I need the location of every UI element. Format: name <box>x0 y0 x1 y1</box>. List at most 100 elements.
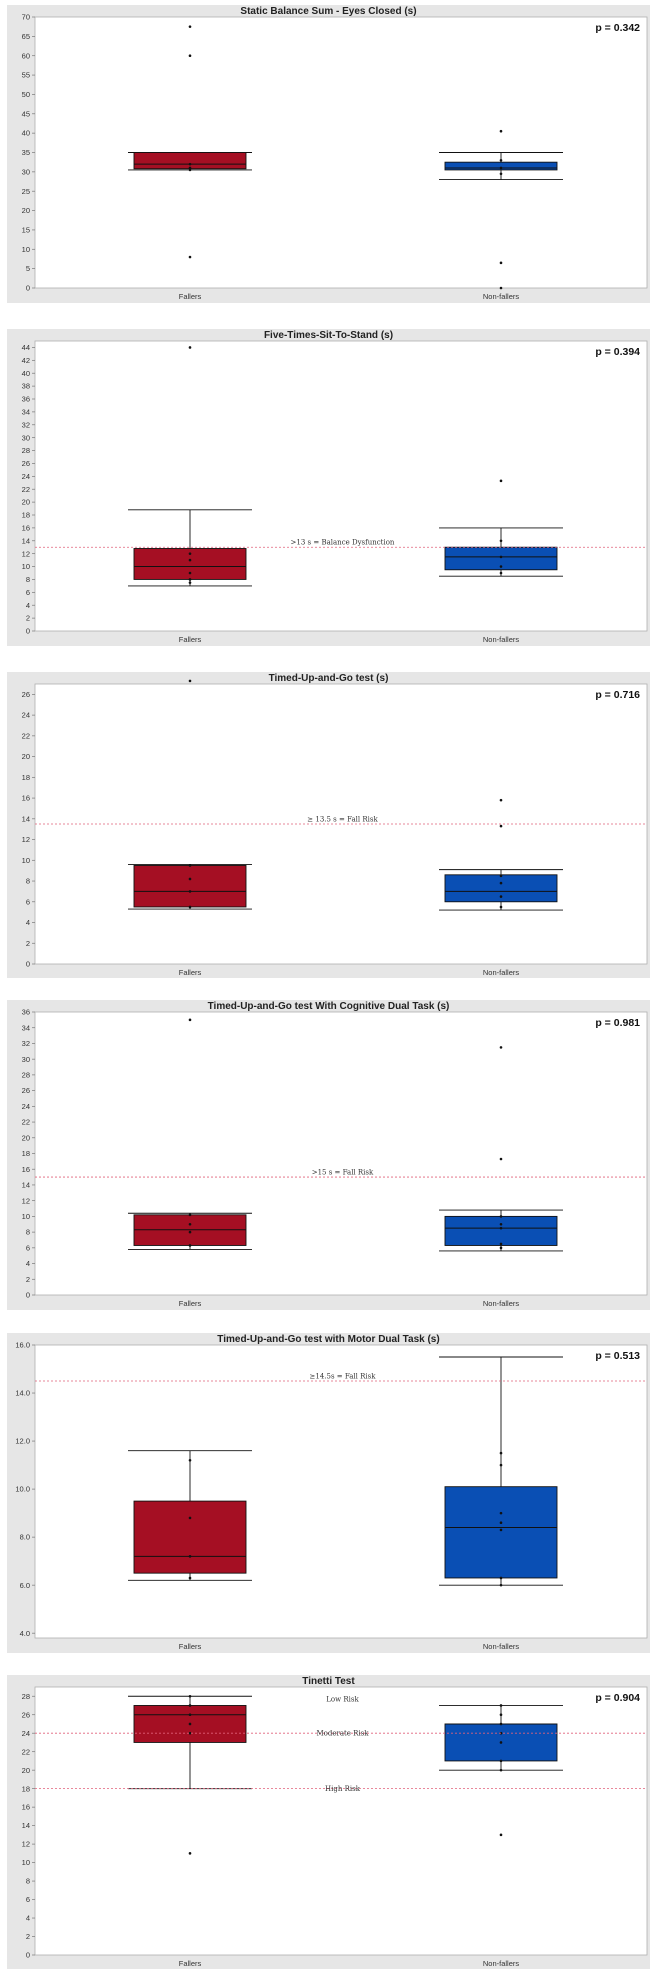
y-tick-label: 18 <box>22 511 30 520</box>
data-point <box>188 558 192 562</box>
p-value: p = 0.342 <box>595 22 640 34</box>
y-tick-label: 12 <box>22 1196 30 1205</box>
box-iqr <box>133 152 247 170</box>
y-tick-label: 26 <box>22 1086 30 1095</box>
chart-title: Tinetti Test <box>302 1676 355 1687</box>
reference-line-label: High Risk <box>325 1785 361 1793</box>
p-value: p = 0.904 <box>595 1692 640 1704</box>
y-tick-label: 8 <box>26 1228 30 1237</box>
y-tick-label: 26 <box>22 459 30 468</box>
x-category-label: Fallers <box>179 1959 202 1968</box>
plot-area <box>34 340 648 632</box>
y-tick-label: 24 <box>22 1729 30 1738</box>
data-point <box>499 1451 503 1455</box>
data-point <box>188 168 192 172</box>
box-iqr <box>444 1215 558 1246</box>
x-category-label: Fallers <box>179 292 202 301</box>
y-tick-label: 16 <box>22 523 30 532</box>
y-tick-label: 32 <box>22 1039 30 1048</box>
y-tick-label: 4.0 <box>20 1629 30 1638</box>
y-tick-label: 22 <box>22 1118 30 1127</box>
chart-svg: Timed-Up-and-Go test (s)0246810121416182… <box>22 673 648 977</box>
chart-svg: Static Balance Sum - Eyes Closed (s) 0 5 10… <box>22 6 648 301</box>
data-point <box>499 798 503 802</box>
x-category-label: Non-fallers <box>483 292 520 301</box>
data-point <box>499 1583 503 1587</box>
y-tick-label: 2 <box>26 1275 30 1284</box>
y-tick-label: 0 <box>26 960 30 969</box>
data-point <box>188 679 192 683</box>
y-tick-label: 40 <box>22 369 30 378</box>
data-point <box>499 261 503 265</box>
y-tick-label: 16.0 <box>15 1341 30 1350</box>
x-category-label: Non-fallers <box>483 968 520 977</box>
y-tick-label: 4 <box>26 918 30 927</box>
y-tick-label: 36 <box>22 395 30 404</box>
y-tick-label: 35 <box>22 148 30 157</box>
y-tick-label: 0 <box>26 627 30 636</box>
data-point <box>499 874 503 878</box>
data-point <box>188 1576 192 1580</box>
y-tick-label: 0 <box>26 1951 30 1960</box>
reference-line-label: >15 s = Fall Risk <box>312 1169 374 1177</box>
data-point <box>188 162 192 166</box>
y-tick-label: 26 <box>22 690 30 699</box>
data-point <box>499 1242 503 1246</box>
y-tick-label: 20 <box>22 752 30 761</box>
y-tick-label: 28 <box>22 446 30 455</box>
chart-title: Timed-Up-and-Go test with Motor Dual Tas… <box>217 1334 439 1345</box>
y-tick-label: 30 <box>22 167 30 176</box>
y-tick-label: 36 <box>22 1008 30 1017</box>
region-label: Low Risk <box>326 1695 359 1703</box>
x-category-label: Non-fallers <box>483 1299 520 1308</box>
box-non-fallers <box>439 1356 563 1587</box>
y-tick-label: 6 <box>26 588 30 597</box>
data-point <box>188 1731 192 1735</box>
y-tick-label: 15 <box>22 226 30 235</box>
y-tick-label: 14.0 <box>15 1389 30 1398</box>
chart-panel-timed-up-and-go: Timed-Up-and-Go test (s) 0 2 4 6 8 10 12 14 16 18 2… <box>7 672 650 978</box>
y-tick-label: 8.0 <box>20 1533 30 1542</box>
data-point <box>499 1833 503 1837</box>
x-category-label: Fallers <box>179 968 202 977</box>
data-point <box>188 581 192 584</box>
data-point <box>499 1722 503 1726</box>
box-non-fallers <box>439 1046 563 1252</box>
reference-line-label: >13 s = Balance Dysfunction <box>291 539 395 547</box>
data-point <box>188 25 192 28</box>
box-iqr <box>444 1486 558 1579</box>
data-point <box>499 1704 503 1707</box>
y-tick-label: 20 <box>22 206 30 215</box>
y-tick-label: 40 <box>22 129 30 138</box>
y-tick-label: 16 <box>22 1803 30 1812</box>
data-point <box>499 539 503 543</box>
y-tick-label: 10.0 <box>15 1485 30 1494</box>
y-tick-label: 22 <box>22 485 30 494</box>
data-point <box>188 54 192 58</box>
box-iqr <box>133 865 247 908</box>
y-tick-label: 2 <box>26 939 30 948</box>
p-value: p = 0.394 <box>595 346 640 358</box>
data-point <box>188 905 192 909</box>
y-tick-label: 4 <box>26 1914 30 1923</box>
y-tick-label: 20 <box>22 1766 30 1775</box>
data-point <box>499 1741 503 1744</box>
y-tick-label: 8 <box>26 877 30 886</box>
x-category-label: Non-fallers <box>483 1642 520 1651</box>
data-point <box>188 1244 192 1247</box>
y-tick-label: 10 <box>22 245 30 254</box>
data-point <box>188 255 192 259</box>
y-tick-label: 50 <box>22 90 30 99</box>
y-tick-label: 6 <box>26 1243 30 1252</box>
data-point <box>499 479 503 483</box>
y-tick-label: 0 <box>26 1291 30 1300</box>
data-point <box>499 1222 503 1226</box>
reference-line-label: ≥14.5s = Fall Risk <box>310 1373 377 1381</box>
chart-panel-static-balance: Static Balance Sum - Eyes Closed (s) 0 5 10… <box>7 5 650 303</box>
y-tick-label: 70 <box>22 13 30 22</box>
y-tick-label: 25 <box>22 187 30 196</box>
y-tick-label: 0 <box>26 284 30 293</box>
p-value: p = 0.513 <box>595 1350 640 1362</box>
data-point <box>499 172 503 176</box>
data-point <box>188 166 192 170</box>
